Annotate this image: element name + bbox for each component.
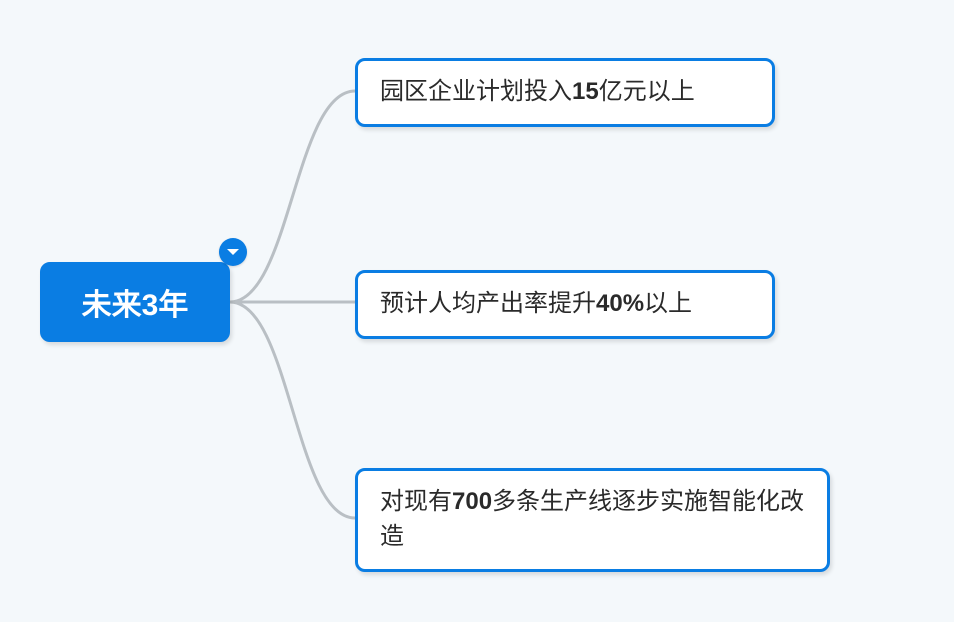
collapse-toggle[interactable]: [219, 238, 247, 266]
child-node-label: 预计人均产出率提升40%以上: [380, 287, 692, 322]
root-node[interactable]: 未来3年: [40, 262, 230, 342]
child-node-label: 对现有700多条生产线逐步实施智能化改造: [380, 485, 805, 555]
chevron-down-icon: [226, 247, 240, 257]
child-node-0[interactable]: 园区企业计划投入15亿元以上: [355, 58, 775, 127]
root-node-label: 未来3年: [82, 280, 189, 324]
child-node-1[interactable]: 预计人均产出率提升40%以上: [355, 270, 775, 339]
mindmap-canvas: 未来3年 园区企业计划投入15亿元以上预计人均产出率提升40%以上对现有700多…: [0, 0, 954, 622]
child-node-label: 园区企业计划投入15亿元以上: [380, 75, 695, 110]
child-node-2[interactable]: 对现有700多条生产线逐步实施智能化改造: [355, 468, 830, 572]
